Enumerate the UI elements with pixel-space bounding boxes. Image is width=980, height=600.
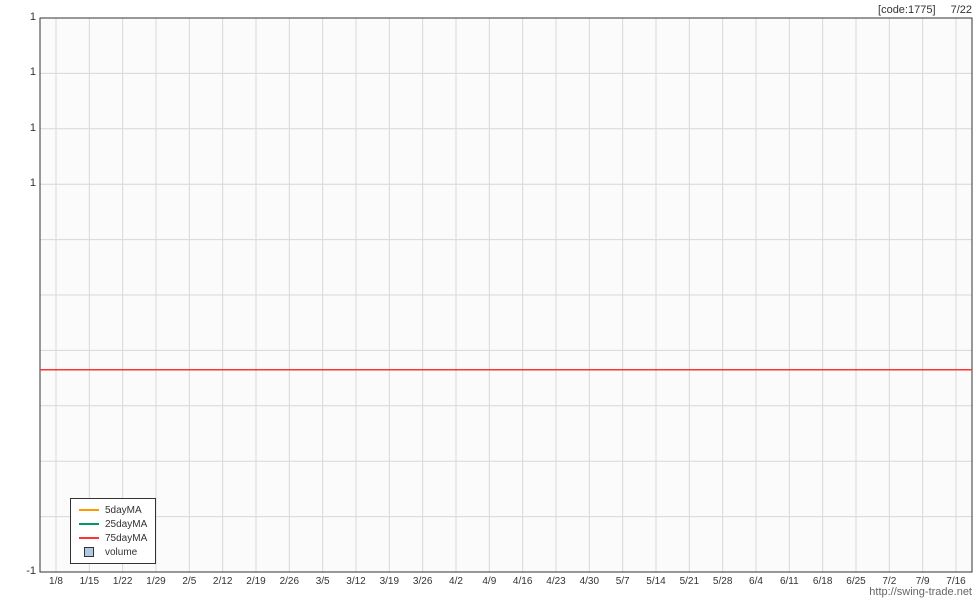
x-tick-label: 2/12 — [213, 576, 232, 587]
x-tick-label: 4/2 — [449, 576, 463, 587]
legend-label: 5dayMA — [105, 505, 142, 516]
chart-legend: 5dayMA 25dayMA 75dayMA volume — [70, 498, 156, 564]
x-tick-label: 7/2 — [882, 576, 896, 587]
legend-label: 75dayMA — [105, 533, 147, 544]
legend-swatch — [79, 509, 99, 511]
legend-label: volume — [105, 547, 137, 558]
x-tick-label: 6/18 — [813, 576, 832, 587]
x-tick-label: 5/28 — [713, 576, 732, 587]
date-label: 7/22 — [951, 4, 972, 16]
x-tick-label: 1/29 — [146, 576, 165, 587]
x-tick-label: 4/9 — [482, 576, 496, 587]
x-tick-label: 5/14 — [646, 576, 665, 587]
chart-header: [code:1775] 7/22 — [866, 4, 972, 16]
x-tick-label: 3/12 — [346, 576, 365, 587]
legend-swatch — [84, 547, 94, 557]
x-tick-label: 6/11 — [780, 576, 799, 587]
x-tick-label: 7/16 — [946, 576, 965, 587]
y-tick-label: 1 — [6, 11, 36, 23]
x-tick-label: 2/19 — [246, 576, 265, 587]
legend-swatch — [79, 523, 99, 525]
legend-item: volume — [79, 545, 147, 559]
x-tick-label: 2/5 — [182, 576, 196, 587]
y-tick-label: 1 — [6, 122, 36, 134]
x-tick-label: 4/23 — [546, 576, 565, 587]
x-tick-label: 6/4 — [749, 576, 763, 587]
x-tick-label: 5/21 — [680, 576, 699, 587]
x-tick-label: 4/30 — [580, 576, 599, 587]
legend-swatch — [79, 537, 99, 539]
y-tick-label: 1 — [6, 177, 36, 189]
legend-item: 25dayMA — [79, 517, 147, 531]
code-label: [code:1775] — [878, 4, 936, 16]
x-tick-label: 1/8 — [49, 576, 63, 587]
legend-item: 5dayMA — [79, 503, 147, 517]
x-tick-label: 3/5 — [316, 576, 330, 587]
footer-url: http://swing-trade.net — [869, 586, 972, 598]
x-tick-label: 1/22 — [113, 576, 132, 587]
x-tick-label: 2/26 — [280, 576, 299, 587]
legend-label: 25dayMA — [105, 519, 147, 530]
y-tick-label: -1 — [6, 565, 36, 577]
x-tick-label: 7/9 — [916, 576, 930, 587]
x-tick-label: 3/26 — [413, 576, 432, 587]
x-tick-label: 4/16 — [513, 576, 532, 587]
x-tick-label: 5/7 — [616, 576, 630, 587]
x-tick-label: 1/15 — [80, 576, 99, 587]
x-tick-label: 3/19 — [380, 576, 399, 587]
legend-item: 75dayMA — [79, 531, 147, 545]
x-tick-label: 6/25 — [846, 576, 865, 587]
y-tick-label: 1 — [6, 66, 36, 78]
